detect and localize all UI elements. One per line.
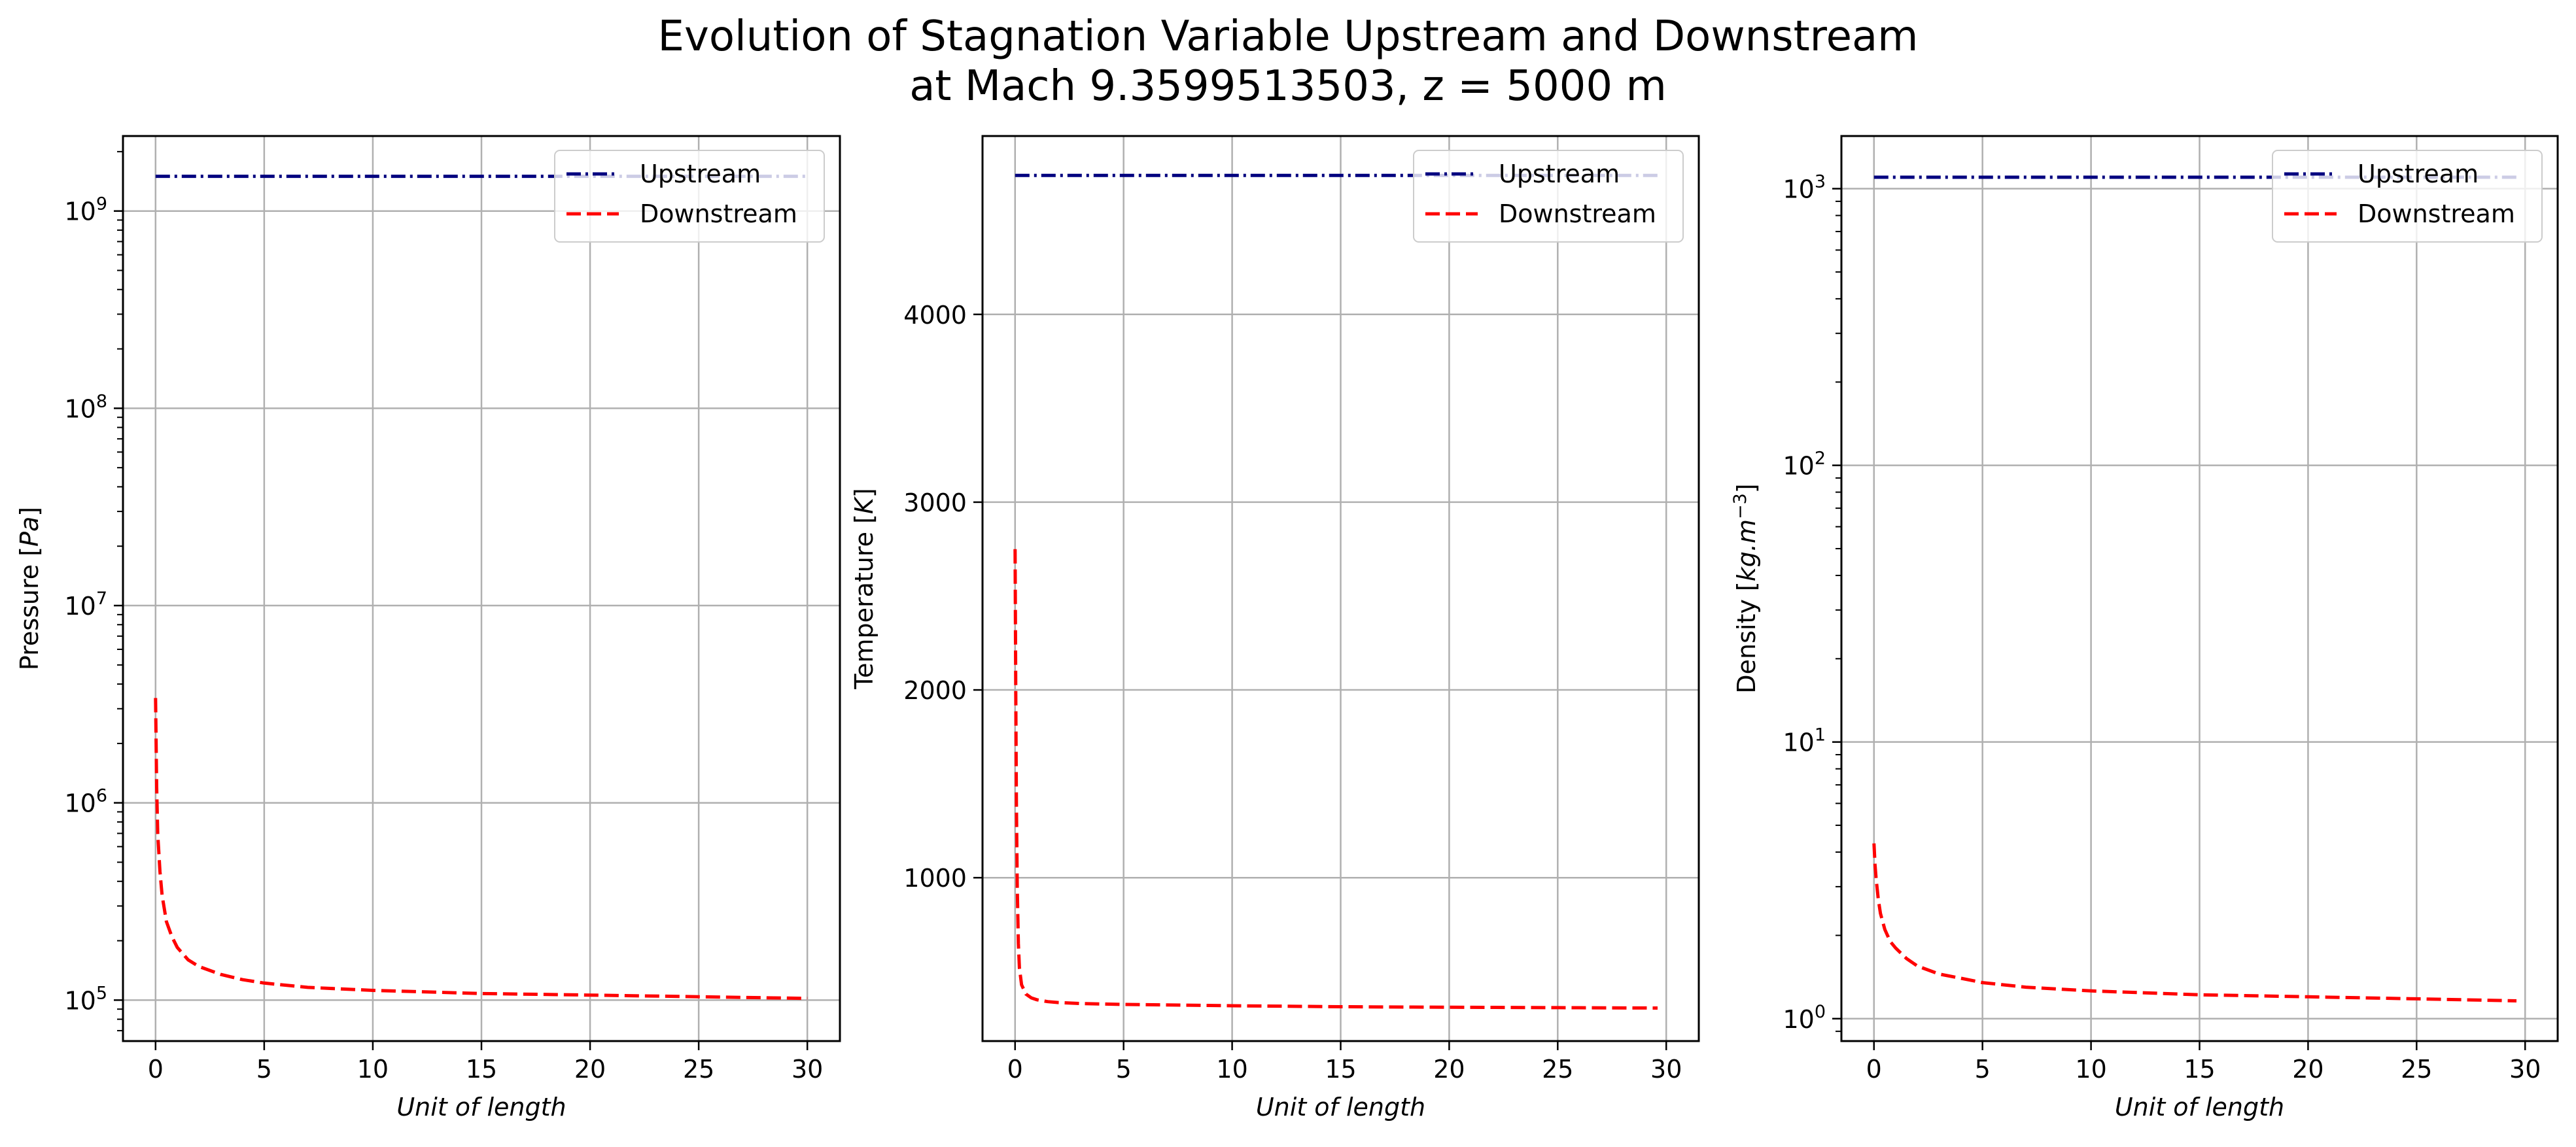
y-tick-label: 105	[64, 983, 107, 1015]
y-tick-label: 1000	[903, 864, 967, 893]
x-tick-label: 25	[683, 1055, 714, 1084]
series-downstream-line	[1872, 843, 2517, 1002]
x-tick-label: 10	[357, 1055, 389, 1084]
legend-box	[2272, 150, 2543, 243]
x-tick-label: 20	[1433, 1055, 1465, 1084]
title-line-2: at Mach 9.3599513503, z = 5000 m	[909, 62, 1667, 111]
x-tick-label: 15	[2184, 1055, 2215, 1084]
y-axis-label: Temperature [K]	[850, 488, 879, 689]
x-tick-label: 0	[1007, 1055, 1023, 1084]
x-tick-label: 20	[574, 1055, 606, 1084]
x-axis-label: Unit of length	[396, 1093, 566, 1121]
x-tick-label: 5	[1975, 1055, 1991, 1084]
x-tick-label: 20	[2292, 1055, 2324, 1084]
title-line-1: Evolution of Stagnation Variable Upstrea…	[657, 12, 1919, 61]
x-tick-label: 15	[466, 1055, 497, 1084]
figure-title: Evolution of Stagnation Variable Upstrea…	[0, 12, 2576, 111]
x-tick-label: 10	[2075, 1055, 2106, 1084]
legend-box	[554, 150, 825, 243]
x-axis-label: Unit of length	[2115, 1093, 2284, 1121]
series-downstream-line	[1013, 549, 1658, 1010]
legend-box	[1413, 150, 1684, 243]
legend: Upstream Downstream	[2272, 150, 2543, 243]
y-tick-label: 2000	[903, 676, 967, 705]
y-tick-label: 4000	[903, 301, 967, 330]
y-tick-label: 108	[64, 391, 107, 423]
y-tick-label: 100	[1783, 1002, 1826, 1034]
y-tick-label: 101	[1783, 725, 1826, 757]
x-tick-label: 30	[1650, 1055, 1682, 1084]
legend-label-downstream: Downstream	[1499, 199, 1656, 228]
y-tick-label: 102	[1783, 449, 1826, 481]
legend-label-downstream: Downstream	[640, 199, 797, 228]
x-tick-label: 5	[256, 1055, 272, 1084]
legend-label-upstream: Upstream	[1499, 160, 1620, 188]
legend-label-downstream: Downstream	[2358, 199, 2515, 228]
x-tick-label: 0	[148, 1055, 164, 1084]
x-tick-label: 5	[1116, 1055, 1132, 1084]
series-downstream-line	[154, 698, 808, 1001]
legend-label-upstream: Upstream	[640, 160, 761, 188]
y-tick-label: 103	[1783, 172, 1826, 204]
chart-1: 0 5 10 15 20 25 30 105 106 107 108 109 Unit of lengt…	[15, 135, 841, 1121]
x-tick-label: 25	[2401, 1055, 2432, 1084]
y-tick-label: 107	[64, 589, 107, 621]
x-axis-label: Unit of length	[1256, 1093, 1425, 1121]
y-axis-label: Density [kg.m−3]	[1730, 483, 1761, 693]
x-tick-label: 30	[2509, 1055, 2541, 1084]
y-axis-label: Pressure [Pa]	[15, 507, 44, 670]
chart-3: 0 5 10 15 20 25 30 100 101 102 103 Unit of length De…	[1730, 135, 2559, 1121]
y-tick-label: 109	[64, 194, 107, 226]
legend: Upstream Downstream	[554, 150, 825, 243]
legend-label-upstream: Upstream	[2358, 160, 2479, 188]
x-tick-label: 25	[1542, 1055, 1573, 1084]
y-tick-label: 106	[64, 786, 107, 818]
x-tick-label: 0	[1866, 1055, 1882, 1084]
x-tick-label: 10	[1216, 1055, 1247, 1084]
chart-2: 0 5 10 15 20 25 30 1000 2000 3000 4000 Unit of leng…	[850, 135, 1700, 1121]
x-tick-label: 15	[1325, 1055, 1356, 1084]
x-tick-label: 30	[792, 1055, 823, 1084]
legend: Upstream Downstream	[1413, 150, 1684, 243]
y-tick-label: 3000	[903, 488, 967, 517]
